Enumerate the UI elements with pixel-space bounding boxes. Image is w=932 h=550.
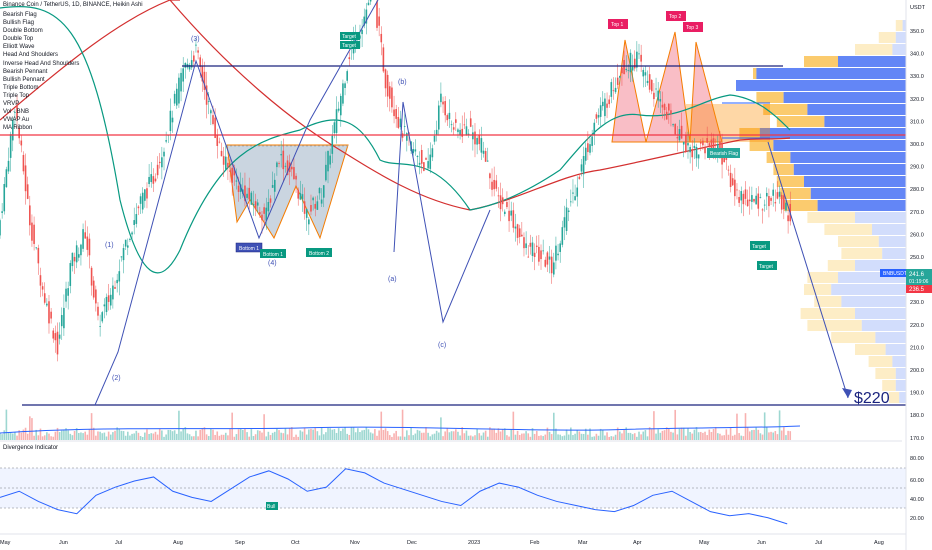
price-tick: 330.0 <box>910 74 924 80</box>
price-tick: 170.0 <box>910 436 924 442</box>
price-tick: 290.0 <box>910 165 924 171</box>
price-axis[interactable]: 350.0 340.0 330.0 320.0 310.0 300.0 290.0 280.0… <box>910 29 924 442</box>
ma-ribbon <box>0 0 791 274</box>
price-tick: 350.0 <box>910 29 924 35</box>
svg-text:Target: Target <box>759 264 774 270</box>
price-tick: 210.0 <box>910 345 924 351</box>
bearish-flag-shape <box>686 104 770 142</box>
indicator-item[interactable]: Triple Bottom <box>3 84 39 91</box>
chart-title: Binance Coin / TetherUS, 1D, BINANCE, He… <box>3 2 143 8</box>
price-tick: 260.0 <box>910 232 924 238</box>
svg-text:Bearish Flag: Bearish Flag <box>710 151 738 157</box>
time-tick: Aug <box>874 540 884 546</box>
volume-bars <box>0 409 792 440</box>
price-tick: 200.0 <box>910 368 924 374</box>
price-tick: 340.0 <box>910 52 924 58</box>
indicator-item[interactable]: Bullish Flag <box>3 20 35 27</box>
time-tick: Jun <box>59 540 68 546</box>
divergence-tick: 80.00 <box>910 456 924 462</box>
indicator-item[interactable]: Double Bottom <box>3 28 43 35</box>
price-tick: 230.0 <box>910 300 924 306</box>
svg-text:01:19:06: 01:19:06 <box>909 279 929 285</box>
price-target-label: $220 <box>854 390 890 407</box>
time-tick: Apr <box>633 540 642 546</box>
time-tick: Jul <box>115 540 122 546</box>
time-tick: Jun <box>757 540 766 546</box>
last-price-tag <box>906 269 932 286</box>
price-tick: 190.0 <box>910 391 924 397</box>
indicator-item[interactable]: MA Ribbon <box>3 125 33 132</box>
time-tick: Dec <box>407 540 417 546</box>
divergence-tick: 40.00 <box>910 497 924 503</box>
divergence-tick: 60.00 <box>910 478 924 484</box>
indicator-item[interactable]: Vol · BNB <box>3 109 30 116</box>
price-candles <box>0 0 792 362</box>
time-tick: Jul <box>815 540 822 546</box>
svg-text:Top 1: Top 1 <box>611 22 623 28</box>
svg-text:(1): (1) <box>105 242 114 249</box>
price-tick: 310.0 <box>910 119 924 125</box>
svg-text:236.5: 236.5 <box>909 287 925 293</box>
svg-text:Target: Target <box>342 43 357 49</box>
svg-text:(c): (c) <box>438 342 446 349</box>
indicator-item[interactable]: Double Top <box>3 36 34 43</box>
svg-text:(b): (b) <box>398 79 407 86</box>
price-tick: 180.0 <box>910 413 924 419</box>
time-tick: May <box>0 540 11 546</box>
elliott-wave-lines <box>94 0 852 406</box>
time-tick: May <box>699 540 710 546</box>
price-tick: 250.0 <box>910 255 924 261</box>
indicator-item[interactable]: Inverse Head And Shoulders <box>3 60 80 67</box>
svg-text:Target: Target <box>342 34 357 40</box>
divergence-tick: 20.00 <box>910 516 924 522</box>
other-price-tag <box>906 285 932 293</box>
volume-profile <box>736 20 906 403</box>
time-tick: Aug <box>173 540 183 546</box>
currency-label: USDT <box>910 5 926 11</box>
divergence-line <box>0 468 788 525</box>
indicator-item[interactable]: Bearish Pennant <box>3 68 48 75</box>
price-tick: 300.0 <box>910 142 924 148</box>
svg-text:241.6: 241.6 <box>909 272 925 278</box>
svg-text:(3): (3) <box>191 36 200 43</box>
indicator-item[interactable]: VWAP Au <box>3 117 30 124</box>
indicator-item[interactable]: Bullish Pennant <box>3 76 45 83</box>
time-axis[interactable]: May Jun Jul Aug Sep Oct Nov Dec 2023 Feb Mar Apr May… <box>0 540 884 546</box>
symbol-tag[interactable] <box>880 269 906 277</box>
time-tick: Nov <box>350 540 360 546</box>
price-tick: 280.0 <box>910 187 924 193</box>
svg-text:Target: Target <box>752 244 767 250</box>
indicator-item[interactable]: VRVP <box>3 101 20 108</box>
time-tick: Sep <box>235 540 245 546</box>
time-tick: Mar <box>578 540 588 546</box>
divergence-axis: 80.00 60.00 40.00 20.00 <box>910 456 924 522</box>
svg-text:Top 3: Top 3 <box>686 25 698 31</box>
indicator-item[interactable]: Head And Shoulders <box>3 52 59 59</box>
svg-text:Bull: Bull <box>267 504 275 510</box>
svg-text:(2): (2) <box>112 375 121 382</box>
price-tick: 270.0 <box>910 210 924 216</box>
divergence-title: Divergence Indicator <box>3 445 59 451</box>
price-tick: 220.0 <box>910 323 924 329</box>
annotations: Target Target Top 1 Top 2 Top 3 Bottom 1… <box>105 11 890 510</box>
svg-text:Bottom 1: Bottom 1 <box>263 252 283 258</box>
svg-text:(4): (4) <box>268 260 277 267</box>
time-tick: 2023 <box>468 540 480 546</box>
svg-text:(a): (a) <box>388 276 397 283</box>
indicator-item[interactable]: Triple Top <box>3 92 30 99</box>
svg-text:Bottom 2: Bottom 2 <box>309 251 329 257</box>
svg-text:BNBUSDT: BNBUSDT <box>883 271 907 277</box>
price-tick: 320.0 <box>910 97 924 103</box>
indicator-item[interactable]: Elliott Wave <box>3 44 35 51</box>
svg-text:Bottom 1: Bottom 1 <box>239 246 259 252</box>
time-tick: Oct <box>291 540 300 546</box>
svg-text:Top 2: Top 2 <box>669 14 681 20</box>
indicator-item[interactable]: Bearish Flag <box>3 12 37 18</box>
indicator-list: Bearish Flag Bullish Flag Double Bottom Dou… <box>3 11 79 132</box>
time-tick: Feb <box>530 540 539 546</box>
double-bottom-shape <box>226 144 349 240</box>
